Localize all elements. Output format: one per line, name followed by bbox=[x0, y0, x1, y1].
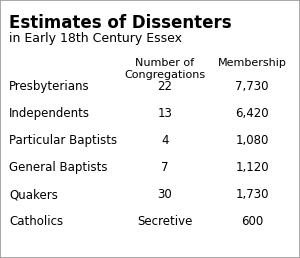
Text: Presbyterians: Presbyterians bbox=[9, 80, 90, 93]
Text: in Early 18th Century Essex: in Early 18th Century Essex bbox=[9, 32, 182, 45]
Text: 1,120: 1,120 bbox=[235, 161, 269, 174]
Text: Quakers: Quakers bbox=[9, 188, 58, 201]
Text: 1,080: 1,080 bbox=[235, 134, 269, 147]
Text: Particular Baptists: Particular Baptists bbox=[9, 134, 117, 147]
Text: General Baptists: General Baptists bbox=[9, 161, 107, 174]
Text: 30: 30 bbox=[158, 188, 172, 201]
Text: 13: 13 bbox=[158, 107, 172, 120]
Text: 7,730: 7,730 bbox=[235, 80, 269, 93]
Text: Independents: Independents bbox=[9, 107, 90, 120]
Text: Catholics: Catholics bbox=[9, 215, 63, 228]
Text: 22: 22 bbox=[158, 80, 172, 93]
Text: 4: 4 bbox=[161, 134, 169, 147]
Text: Number of
Congregations: Number of Congregations bbox=[124, 58, 206, 80]
Text: 1,730: 1,730 bbox=[235, 188, 269, 201]
Text: 7: 7 bbox=[161, 161, 169, 174]
Text: 6,420: 6,420 bbox=[235, 107, 269, 120]
Text: Secretive: Secretive bbox=[137, 215, 193, 228]
Text: 600: 600 bbox=[241, 215, 263, 228]
Text: Membership: Membership bbox=[218, 58, 286, 68]
Text: Estimates of Dissenters: Estimates of Dissenters bbox=[9, 14, 232, 32]
